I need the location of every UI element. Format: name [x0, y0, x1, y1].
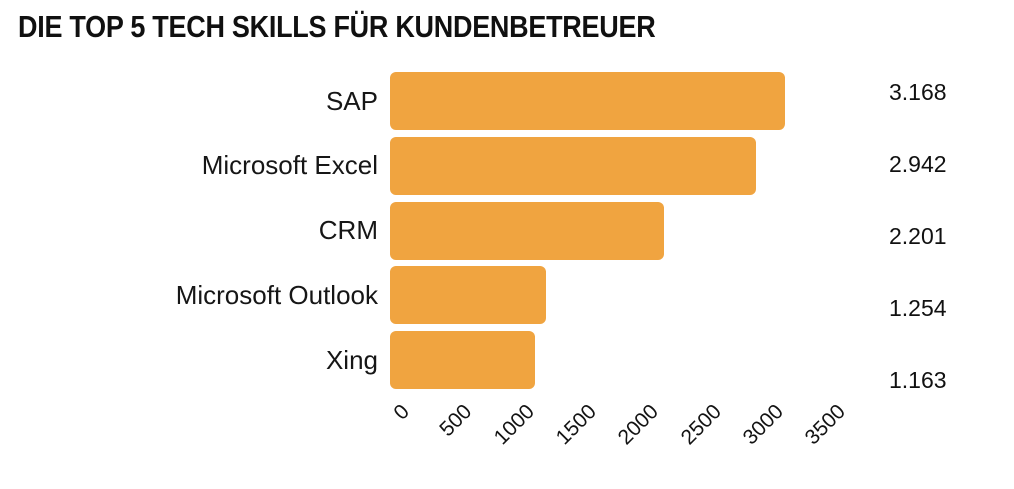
x-axis-tick-label: 3000	[738, 400, 788, 450]
x-axis-tick-label: 1000	[489, 400, 539, 450]
bar	[390, 136, 757, 195]
bar	[390, 331, 535, 389]
value-label: 1.254	[889, 295, 947, 321]
category-label: Microsoft Excel	[201, 150, 378, 181]
category-label: Xing	[325, 344, 378, 375]
chart-title: DIE TOP 5 TECH SKILLS FÜR KUNDENBETREUER	[18, 9, 656, 44]
value-label: 1.163	[889, 367, 947, 393]
bar	[390, 266, 547, 325]
x-axis-tick-label: 500	[435, 400, 477, 442]
category-label: SAP	[325, 85, 378, 116]
value-label: 2.942	[889, 151, 947, 177]
x-axis-tick-label: 2000	[614, 400, 664, 450]
bar	[390, 201, 665, 260]
x-axis-tick-label: 0	[389, 400, 415, 425]
category-label: CRM	[318, 215, 378, 245]
bar	[390, 72, 785, 130]
x-axis-tick-label: 1500	[551, 400, 602, 450]
x-axis-tick-label: 3500	[800, 400, 851, 450]
category-label: Microsoft Outlook	[175, 279, 378, 310]
value-label: 2.201	[889, 223, 947, 249]
x-axis-tick-label: 2500	[676, 400, 726, 450]
value-label: 3.168	[889, 79, 947, 105]
